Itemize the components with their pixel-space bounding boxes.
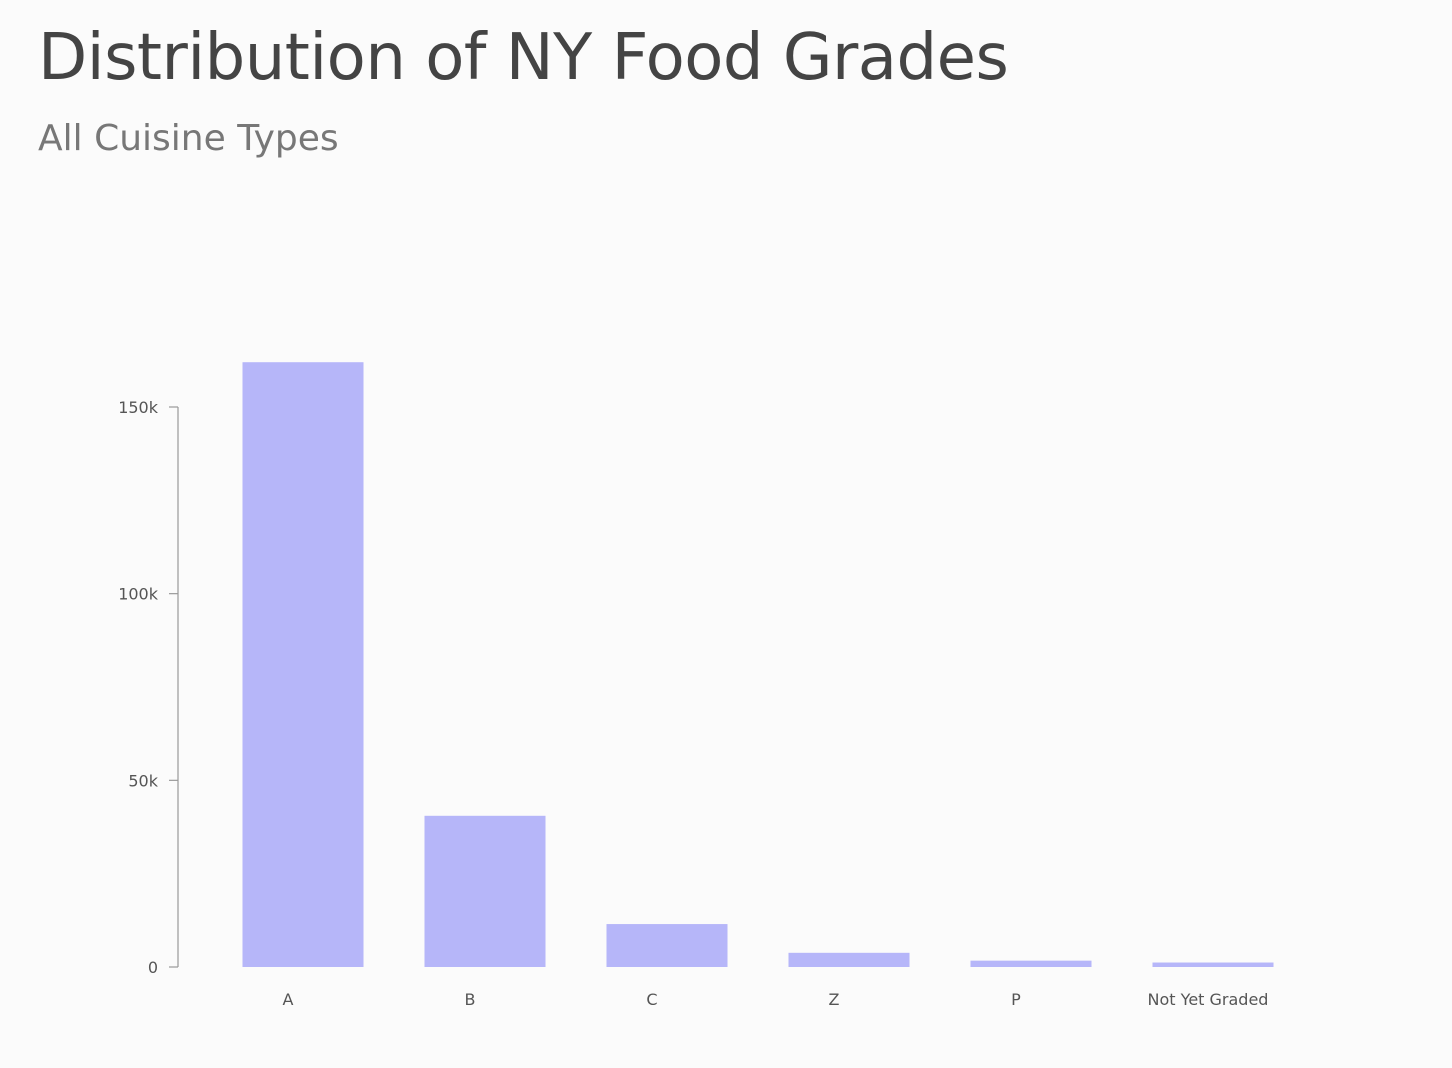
chart-title: Distribution of NY Food Grades [38, 21, 1009, 95]
x-tick-label: Z [829, 990, 840, 1009]
x-tick-label: A [283, 990, 294, 1009]
y-tick-label: 0 [148, 958, 158, 977]
x-tick-label: B [465, 990, 476, 1009]
bar-z[interactable] [788, 952, 910, 967]
y-tick-label: 50k [128, 771, 158, 790]
bar-a[interactable] [242, 362, 364, 967]
y-axis: 0 50k 100k 150k [118, 398, 179, 977]
chart-subtitle: All Cuisine Types [38, 118, 339, 159]
bar-p[interactable] [970, 960, 1092, 967]
y-tick-label: 100k [118, 585, 159, 604]
x-tick-label: C [646, 990, 657, 1009]
bar-b[interactable] [424, 815, 546, 967]
x-tick-label: Not Yet Graded [1148, 990, 1269, 1009]
y-tick-label: 150k [118, 398, 159, 417]
x-tick-label: P [1011, 990, 1021, 1009]
bars [242, 362, 1274, 967]
bar-c[interactable] [606, 924, 728, 967]
x-axis: A B C Z P Not Yet Graded [283, 990, 1269, 1009]
bar-not-yet-graded[interactable] [1152, 962, 1274, 967]
